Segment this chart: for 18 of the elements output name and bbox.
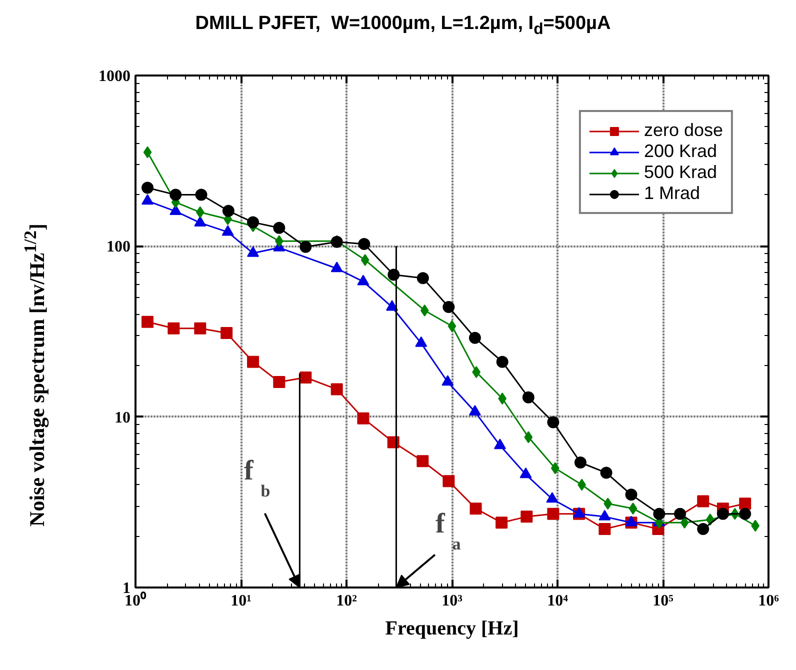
- y-tick-label: 10: [114, 409, 130, 426]
- x-tick-label: 10⁰: [124, 592, 146, 610]
- legend-label: zero dose: [644, 120, 723, 141]
- annotation: fb: [244, 456, 270, 500]
- x-tick-label: 10¹: [230, 592, 252, 610]
- x-tick-label: 10²: [336, 592, 358, 610]
- y-tick-label: 1000: [98, 68, 130, 85]
- x-tick-label: 10⁴: [547, 592, 568, 610]
- chart-title: DMILL PJFET, W=1000µm, L=1.2µm, I$_{d}$=500µA: [194, 12, 612, 39]
- legend-label: 200 Krad: [644, 141, 717, 162]
- x-tick-label: 10³: [442, 592, 463, 610]
- y-tick-label: 100: [106, 238, 130, 256]
- x-axis-title: Frequency [Hz]: [385, 618, 519, 640]
- legend-label: 500 Krad: [644, 162, 717, 183]
- x-tick-label: 10⁶: [758, 592, 780, 610]
- x-tick-label: 10⁵: [652, 592, 674, 610]
- legend-label: 1 Mrad: [644, 183, 700, 204]
- annotation: fa: [436, 508, 462, 554]
